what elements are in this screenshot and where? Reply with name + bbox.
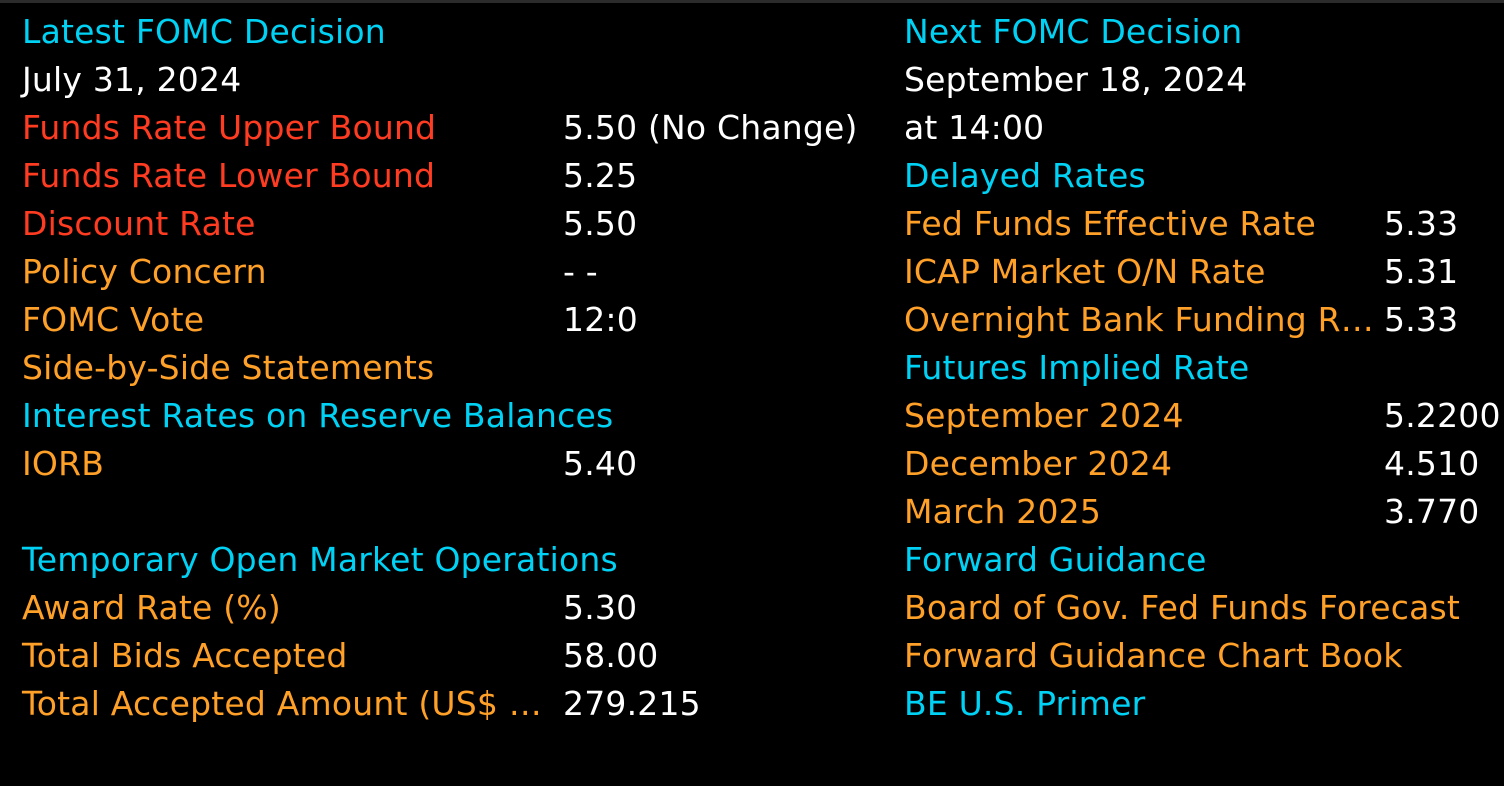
- side-by-side-statements-link[interactable]: Side-by-Side Statements: [22, 348, 435, 387]
- rate-value: 5.25: [563, 156, 638, 195]
- rate-label: Discount Rate: [22, 204, 256, 243]
- iorb-value: 5.40: [563, 444, 638, 483]
- tomo-label: Total Accepted Amount (US$ …: [22, 684, 543, 723]
- futures-value: 5.2200: [1384, 396, 1501, 435]
- next-fomc-time: at 14:00: [904, 108, 1045, 147]
- tomo-row-total-bids[interactable]: Total Bids Accepted 58.00: [22, 632, 882, 680]
- next-fomc-date: September 18, 2024: [904, 60, 1248, 99]
- futures-row-dec-2024[interactable]: December 2024 4.510: [904, 440, 1504, 488]
- delayed-value: 5.31: [1384, 252, 1459, 291]
- futures-row-sep-2024[interactable]: September 2024 5.2200: [904, 392, 1504, 440]
- spacer: [22, 488, 882, 536]
- rate-value: 5.50 (No Change): [563, 108, 858, 147]
- rate-label: Funds Rate Upper Bound: [22, 108, 437, 147]
- latest-fomc-header: Latest FOMC Decision: [22, 12, 386, 51]
- policy-concern-row[interactable]: Policy Concern - -: [22, 248, 882, 296]
- next-decision-panel: Next FOMC Decision September 18, 2024 at…: [904, 8, 1504, 728]
- delayed-label: Overnight Bank Funding R…: [904, 300, 1374, 339]
- futures-header: Futures Implied Rate: [904, 348, 1250, 387]
- fomc-vote-value: 12:0: [563, 300, 638, 339]
- policy-concern-value: - -: [563, 252, 598, 291]
- iorb-header: Interest Rates on Reserve Balances: [22, 396, 614, 435]
- tomo-row-award-rate[interactable]: Award Rate (%) 5.30: [22, 584, 882, 632]
- fomc-vote-row[interactable]: FOMC Vote 12:0: [22, 296, 882, 344]
- tomo-row-total-amount[interactable]: Total Accepted Amount (US$ … 279.215: [22, 680, 882, 728]
- tomo-value: 5.30: [563, 588, 638, 627]
- rate-label: Funds Rate Lower Bound: [22, 156, 436, 195]
- tomo-value: 58.00: [563, 636, 659, 675]
- delayed-row-effective[interactable]: Fed Funds Effective Rate 5.33: [904, 200, 1504, 248]
- delayed-rates-header: Delayed Rates: [904, 156, 1146, 195]
- tomo-header: Temporary Open Market Operations: [22, 540, 618, 579]
- rate-row-upper-bound[interactable]: Funds Rate Upper Bound 5.50 (No Change): [22, 104, 882, 152]
- futures-label: December 2024: [904, 444, 1173, 483]
- guidance-chart-book-link[interactable]: Forward Guidance Chart Book: [904, 636, 1403, 675]
- futures-row-mar-2025[interactable]: March 2025 3.770: [904, 488, 1504, 536]
- next-fomc-header: Next FOMC Decision: [904, 12, 1243, 51]
- be-us-primer-link[interactable]: BE U.S. Primer: [904, 684, 1146, 723]
- fomc-vote-label: FOMC Vote: [22, 300, 205, 339]
- policy-concern-label: Policy Concern: [22, 252, 267, 291]
- tomo-label: Total Bids Accepted: [22, 636, 348, 675]
- delayed-row-icap[interactable]: ICAP Market O/N Rate 5.31: [904, 248, 1504, 296]
- latest-fomc-date: July 31, 2024: [22, 60, 242, 99]
- futures-value: 3.770: [1384, 492, 1480, 531]
- tomo-value: 279.215: [563, 684, 701, 723]
- iorb-label: IORB: [22, 444, 105, 483]
- rate-row-discount[interactable]: Discount Rate 5.50: [22, 200, 882, 248]
- top-divider: [0, 0, 1504, 3]
- delayed-label: Fed Funds Effective Rate: [904, 204, 1316, 243]
- futures-label: September 2024: [904, 396, 1184, 435]
- iorb-row[interactable]: IORB 5.40: [22, 440, 882, 488]
- delayed-value: 5.33: [1384, 204, 1459, 243]
- latest-decision-panel: Latest FOMC Decision July 31, 2024 Funds…: [22, 8, 882, 728]
- delayed-row-obfr[interactable]: Overnight Bank Funding R… 5.33: [904, 296, 1504, 344]
- futures-label: March 2025: [904, 492, 1102, 531]
- delayed-value: 5.33: [1384, 300, 1459, 339]
- forward-guidance-header: Forward Guidance: [904, 540, 1207, 579]
- rate-row-lower-bound[interactable]: Funds Rate Lower Bound 5.25: [22, 152, 882, 200]
- tomo-label: Award Rate (%): [22, 588, 281, 627]
- fed-funds-forecast-link[interactable]: Board of Gov. Fed Funds Forecast: [904, 588, 1461, 627]
- futures-value: 4.510: [1384, 444, 1480, 483]
- delayed-label: ICAP Market O/N Rate: [904, 252, 1266, 291]
- rate-value: 5.50: [563, 204, 638, 243]
